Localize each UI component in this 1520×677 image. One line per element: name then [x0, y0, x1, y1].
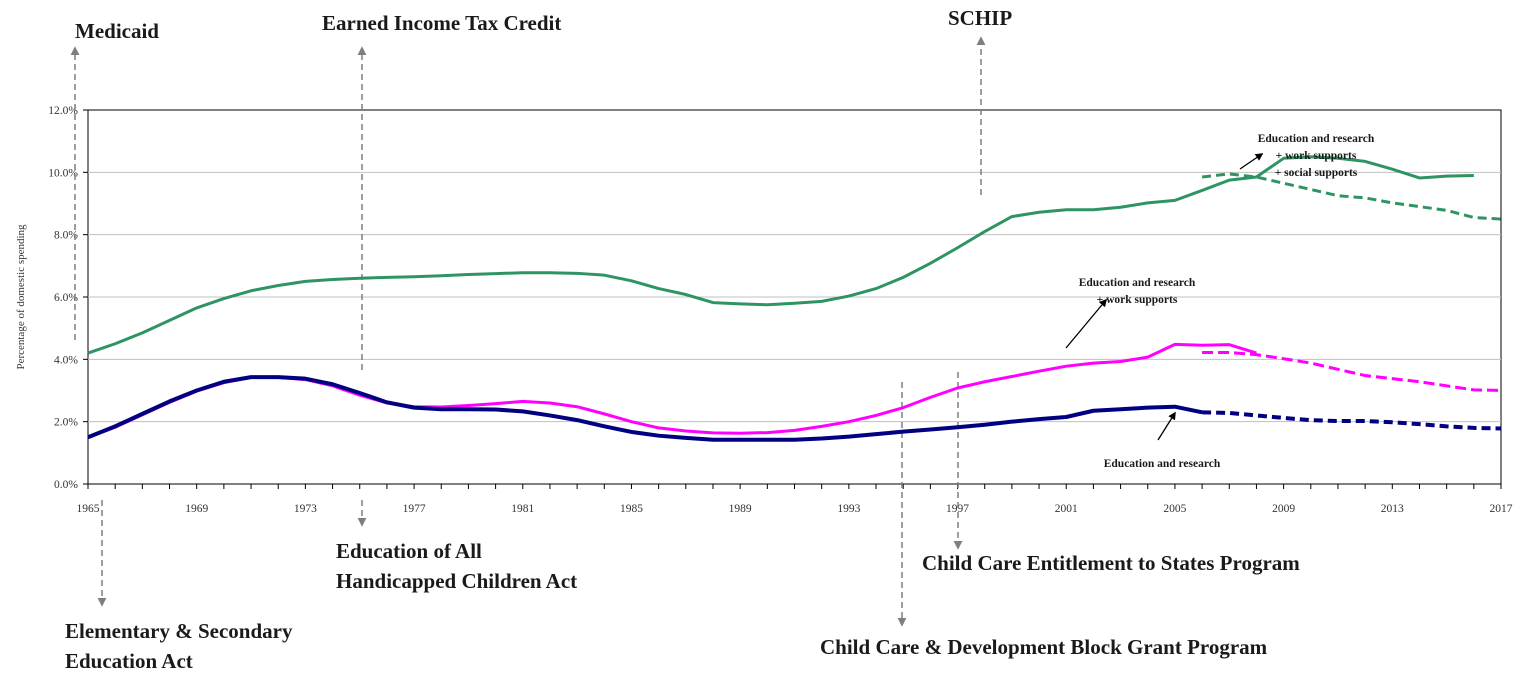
series-line: [87, 375, 1203, 442]
series-labels: Education and research + work supports + s…: [1065, 133, 1375, 470]
y-axis-label: Percentage of domestic spending: [15, 224, 27, 370]
x-tick-label: 2001: [1055, 503, 1078, 515]
y-axis-ticks: 0.0% 2.0% 4.0% 6.0% 8.0% 10.0% 12.0%: [48, 105, 88, 491]
series-projection: [1201, 172, 1502, 221]
x-tick-label: 1973: [294, 503, 317, 515]
x-tick-label: 1985: [620, 503, 643, 515]
series-projection: [1202, 410, 1502, 431]
x-axis-ticks: 1965 1969 1973 1977 1981 1985 1989 1993 1997 2001…: [77, 484, 1513, 515]
series-label: + social supports: [1275, 167, 1358, 179]
y-tick-label: 10.0%: [48, 167, 78, 179]
policy-event-annotations: Medicaid Earned Income Tax Credit SCHIP Ele…: [65, 6, 1300, 673]
event-label: Child Care Entitlement to States Program: [922, 551, 1300, 575]
event-label: Child Care & Development Block Grant Pro…: [820, 635, 1268, 659]
series-label-pointer: [1157, 411, 1176, 441]
series-label: Education and research: [1079, 277, 1196, 289]
series-label: Education and research: [1258, 133, 1375, 145]
event-label: SCHIP: [948, 6, 1012, 30]
series-label-pointer: [1065, 298, 1107, 349]
series-line: [87, 155, 1474, 355]
y-tick-label: 8.0%: [54, 230, 78, 242]
x-tick-label: 1977: [403, 503, 426, 515]
x-tick-label: 1993: [837, 503, 860, 515]
x-tick-label: 1997: [946, 503, 969, 515]
series-label: + work supports: [1276, 150, 1357, 162]
x-tick-label: 1989: [729, 503, 752, 515]
series-projection: [1202, 350, 1502, 392]
x-tick-label: 2005: [1163, 503, 1186, 515]
x-tick-label: 1969: [185, 503, 208, 515]
series-label-pointer: [1239, 153, 1264, 170]
event-label: Earned Income Tax Credit: [322, 11, 561, 35]
x-tick-label: 2009: [1272, 503, 1295, 515]
y-tick-label: 12.0%: [48, 105, 78, 117]
data-series: [87, 155, 1502, 442]
x-tick-label: 2017: [1490, 503, 1513, 515]
y-tick-label: 6.0%: [54, 292, 78, 304]
series-label: + work supports: [1097, 294, 1178, 306]
x-tick-label: 2013: [1381, 503, 1404, 515]
event-label: Elementary & Secondary: [65, 619, 293, 643]
event-label: Education Act: [65, 649, 193, 673]
y-tick-label: 4.0%: [54, 354, 78, 366]
x-tick-label: 1981: [511, 503, 534, 515]
y-tick-label: 2.0%: [54, 417, 78, 429]
event-label: Education of All: [336, 539, 482, 563]
event-label: Handicapped Children Act: [336, 569, 577, 593]
x-tick-label: 1965: [77, 503, 100, 515]
y-tick-label: 0.0%: [54, 479, 78, 491]
event-label: Medicaid: [75, 19, 159, 43]
series-label: Education and research: [1104, 458, 1221, 470]
